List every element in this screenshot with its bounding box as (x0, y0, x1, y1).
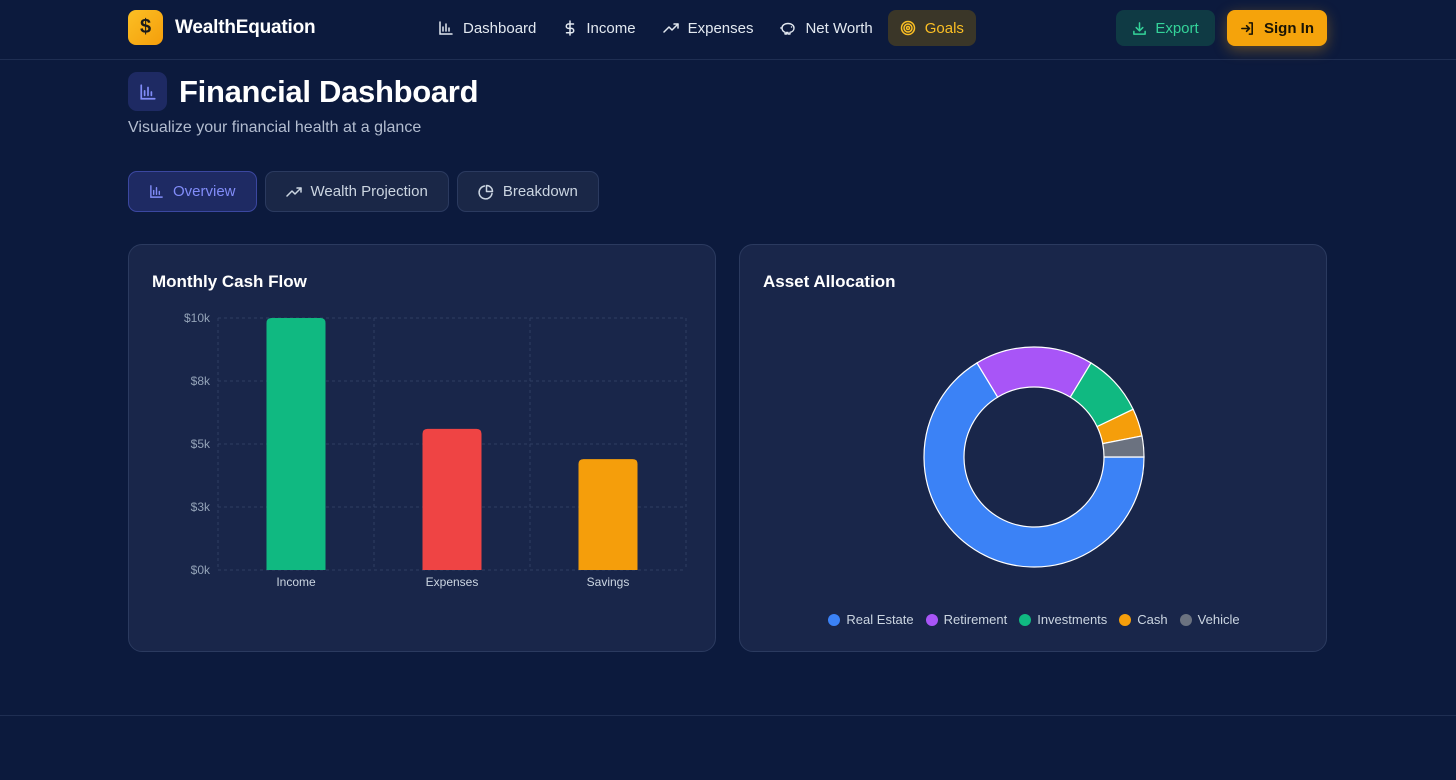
nav-label: Expenses (687, 19, 754, 37)
asset-allocation-title: Asset Allocation (763, 272, 896, 291)
tab-label: Wealth Projection (310, 183, 428, 200)
nav-item-dashboard[interactable]: Dashboard (426, 10, 548, 46)
bar-savings (578, 459, 638, 570)
y-tick-label: $10k (184, 311, 211, 325)
view-tabs: Overview Wealth Projection Breakdown (128, 171, 607, 212)
page-title: Financial Dashboard (179, 74, 479, 109)
sign-in-button[interactable]: Sign In (1227, 10, 1327, 46)
bar-chart-icon (128, 72, 167, 111)
nav-label: Goals (924, 19, 964, 37)
slice-vehicle (1102, 435, 1145, 458)
cash-flow-card: $0k $3k $5k $8k $10k Income Expenses Savings Mo… (128, 244, 716, 652)
cash-flow-title: Monthly Cash Flow (152, 272, 307, 291)
tab-breakdown[interactable]: Breakdown (456, 171, 599, 212)
brand[interactable]: $ WealthEquation (128, 10, 316, 45)
trending-up-icon (285, 186, 302, 197)
nav-item-income[interactable]: Income (551, 10, 647, 46)
chart-legend: Real Estate Retirement Investments Cash Vehi… (740, 612, 1328, 627)
tab-label: Breakdown (502, 183, 578, 200)
dollar-icon: $ (128, 10, 163, 45)
bar-income (266, 318, 326, 570)
tab-wealth-projection[interactable]: Wealth Projection (264, 171, 449, 212)
legend-item[interactable]: Retirement (925, 612, 1008, 627)
legend-swatch (1119, 613, 1132, 626)
asset-allocation-card: Asset Allocation Real Estate Retirement In… (739, 244, 1327, 652)
export-button[interactable]: Export (1116, 10, 1215, 46)
legend-swatch (828, 613, 841, 626)
main-nav: Dashboard Income Expenses Net Worth Goal… (426, 10, 979, 46)
page-subtitle: Visualize your financial health at a gla… (128, 119, 422, 136)
trending-up-icon (662, 23, 679, 33)
cash-flow-chart: $0k $3k $5k $8k $10k Income Expenses Savings (184, 311, 687, 589)
y-tick-label: $3k (191, 500, 211, 514)
legend-label: Cash (1137, 612, 1168, 627)
nav-item-goals[interactable]: Goals (887, 10, 976, 46)
pie-chart-icon (478, 184, 494, 200)
legend-label: Investments (1037, 612, 1108, 627)
export-label: Export (1155, 19, 1199, 37)
x-tick-label: Expenses (426, 575, 479, 589)
footer-divider (0, 715, 1456, 716)
log-in-icon (1241, 21, 1253, 35)
tab-overview[interactable]: Overview (128, 171, 257, 212)
legend-swatch (925, 613, 938, 626)
slice-retirement (976, 346, 1092, 398)
piggy-bank-icon (780, 22, 796, 35)
legend-label: Vehicle (1197, 612, 1240, 627)
y-tick-label: $8k (191, 374, 211, 388)
legend-label: Real Estate (846, 612, 914, 627)
legend-swatch (1019, 613, 1032, 626)
slice-real-estate (923, 362, 1145, 568)
target-icon (900, 20, 915, 36)
tab-label: Overview (173, 183, 236, 200)
sign-in-label: Sign In (1264, 19, 1314, 37)
x-tick-label: Income (276, 575, 316, 589)
y-tick-label: $0k (191, 563, 211, 577)
nav-label: Dashboard (463, 19, 537, 37)
y-tick-label: $5k (191, 437, 211, 451)
asset-allocation-chart (923, 346, 1145, 568)
x-tick-label: Savings (587, 575, 630, 589)
bar-chart-icon (439, 21, 453, 35)
legend-swatch (1179, 613, 1192, 626)
nav-label: Net Worth (805, 19, 873, 37)
legend-item[interactable]: Real Estate (828, 612, 914, 627)
nav-item-net-worth[interactable]: Net Worth (768, 10, 884, 46)
dollar-icon (565, 20, 575, 36)
brand-name: WealthEquation (175, 16, 316, 38)
download-icon (1133, 21, 1147, 35)
top-navbar: $ WealthEquation Dashboard Income Expens… (0, 0, 1456, 60)
legend-item[interactable]: Vehicle (1179, 612, 1240, 627)
legend-label: Retirement (943, 612, 1008, 627)
nav-item-expenses[interactable]: Expenses (651, 10, 766, 46)
nav-label: Income (586, 19, 636, 37)
legend-item[interactable]: Cash (1119, 612, 1168, 627)
bar-expenses (422, 428, 482, 570)
legend-item[interactable]: Investments (1019, 612, 1107, 627)
bar-chart-icon (150, 185, 163, 198)
